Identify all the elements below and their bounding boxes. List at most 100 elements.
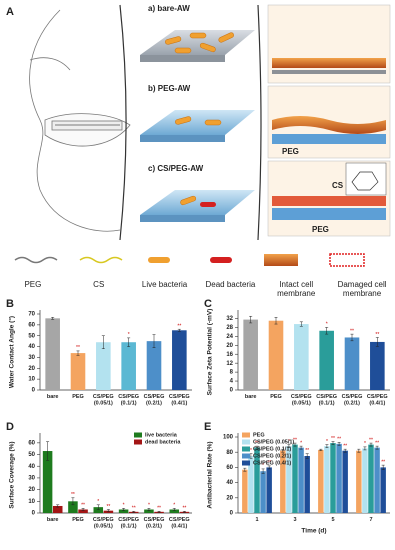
legend-swatch	[242, 460, 250, 466]
significance-label: *	[326, 439, 328, 445]
error-bar	[357, 448, 361, 453]
significance-label: *	[97, 499, 99, 505]
error-bar	[122, 508, 126, 511]
bar	[78, 509, 88, 513]
error-bar	[106, 509, 110, 513]
significance-label: *	[250, 448, 252, 454]
significance-label: **	[182, 506, 186, 512]
bar	[172, 330, 187, 390]
x-tick-label: CS/PEG (0.05/1)	[291, 394, 312, 407]
error-bar	[299, 445, 303, 450]
significance-label: **	[375, 332, 379, 338]
bar	[318, 449, 324, 513]
legend-entry: Dead bacteria	[205, 280, 256, 289]
y-axis-label: Surface Coverage (%)	[9, 441, 16, 508]
bar	[336, 443, 342, 513]
significance-label: **	[157, 506, 161, 512]
y-tick-label: 20	[28, 487, 35, 493]
bar	[68, 501, 78, 513]
y-tick-label: 10	[28, 377, 35, 383]
y-tick-label: 40	[226, 480, 233, 486]
error-bar	[343, 448, 347, 453]
significance-label: **	[350, 328, 354, 334]
bar	[254, 447, 260, 513]
bar	[292, 444, 298, 513]
panel-letter: D	[6, 421, 14, 433]
bar	[169, 509, 180, 513]
bar	[268, 320, 284, 390]
error-bar	[81, 508, 85, 511]
significance-label: **	[81, 503, 85, 509]
x-axis-label: Time (d)	[301, 528, 326, 535]
error-bar	[261, 468, 265, 474]
bar	[243, 319, 258, 390]
bar	[96, 342, 111, 390]
y-tick-label: 12	[226, 361, 233, 367]
y-tick-label: 30	[28, 355, 35, 361]
significance-label: *	[128, 332, 130, 338]
error-bar	[46, 441, 50, 461]
y-tick-label: 100	[223, 435, 234, 441]
y-tick-label: 24	[226, 334, 233, 340]
bar	[242, 469, 248, 513]
significance-label: **	[375, 440, 379, 446]
significance-label: **	[331, 436, 335, 442]
legend-label: live bacteria	[145, 432, 178, 438]
y-tick-label: 80	[226, 450, 233, 456]
x-tick-label: CS/PEG (0.4/1)	[367, 394, 388, 407]
bar	[380, 467, 386, 513]
y-tick-label: 20	[28, 366, 35, 372]
panel-letter: C	[204, 298, 212, 310]
significance-label: **	[381, 459, 385, 465]
error-bar	[96, 504, 100, 510]
error-bar	[325, 444, 329, 448]
error-bar	[182, 510, 186, 513]
significance-label: *	[123, 503, 125, 509]
significance-label: *	[262, 463, 264, 469]
legend: PEG CS Live bacteria Dead bacteria Intac…	[0, 280, 395, 300]
y-tick-label: 28	[226, 325, 233, 331]
bar	[260, 471, 266, 513]
legend-entry: Damaged cell membrane	[337, 280, 387, 298]
tiles	[140, 4, 262, 241]
face-sketch	[29, 4, 131, 241]
y-tick-label: 50	[28, 333, 35, 339]
y-tick-label: 4	[230, 379, 234, 385]
error-bar	[325, 327, 329, 335]
error-bar	[331, 441, 335, 445]
y-tick-label: 60	[28, 322, 35, 328]
x-tick-label: PEG	[270, 394, 282, 400]
bar	[248, 456, 254, 513]
y-tick-label: 16	[226, 352, 233, 358]
significance-label: **	[267, 460, 271, 466]
y-tick-label: 30	[28, 476, 35, 482]
error-bar	[249, 315, 253, 324]
bar	[45, 318, 60, 390]
legend-swatch	[242, 439, 250, 445]
y-tick-label: 70	[28, 312, 35, 318]
error-bar	[51, 317, 55, 320]
y-axis-label: Surface Zeta Potential (-mV)	[207, 309, 214, 396]
x-tick-label: CS/PEG (0.1/1)	[118, 517, 139, 530]
bar	[374, 447, 380, 513]
significance-label: *	[300, 440, 302, 446]
significance-label: *	[288, 439, 290, 445]
y-axis-label: Water Contact Angle (°)	[8, 316, 16, 388]
bar	[42, 451, 53, 513]
significance-label: **	[343, 443, 347, 449]
y-tick-label: 32	[226, 316, 233, 322]
significance-label: *	[326, 322, 328, 328]
bar	[342, 450, 348, 513]
x-tick-label: 3	[293, 517, 296, 523]
error-bar	[76, 350, 80, 356]
y-tick-label: 0	[32, 511, 36, 517]
annotation: PEG	[282, 147, 299, 156]
y-axis-label: Antibacterial Rate (%)	[207, 441, 214, 508]
error-bar	[152, 334, 156, 348]
error-bar	[363, 446, 367, 451]
error-bar	[255, 445, 259, 450]
significance-label: *	[173, 503, 175, 509]
bar	[280, 450, 286, 513]
legend-label: CS/PEG (0.1/1)	[253, 446, 291, 452]
row-label: a) bare-AW	[148, 4, 190, 13]
